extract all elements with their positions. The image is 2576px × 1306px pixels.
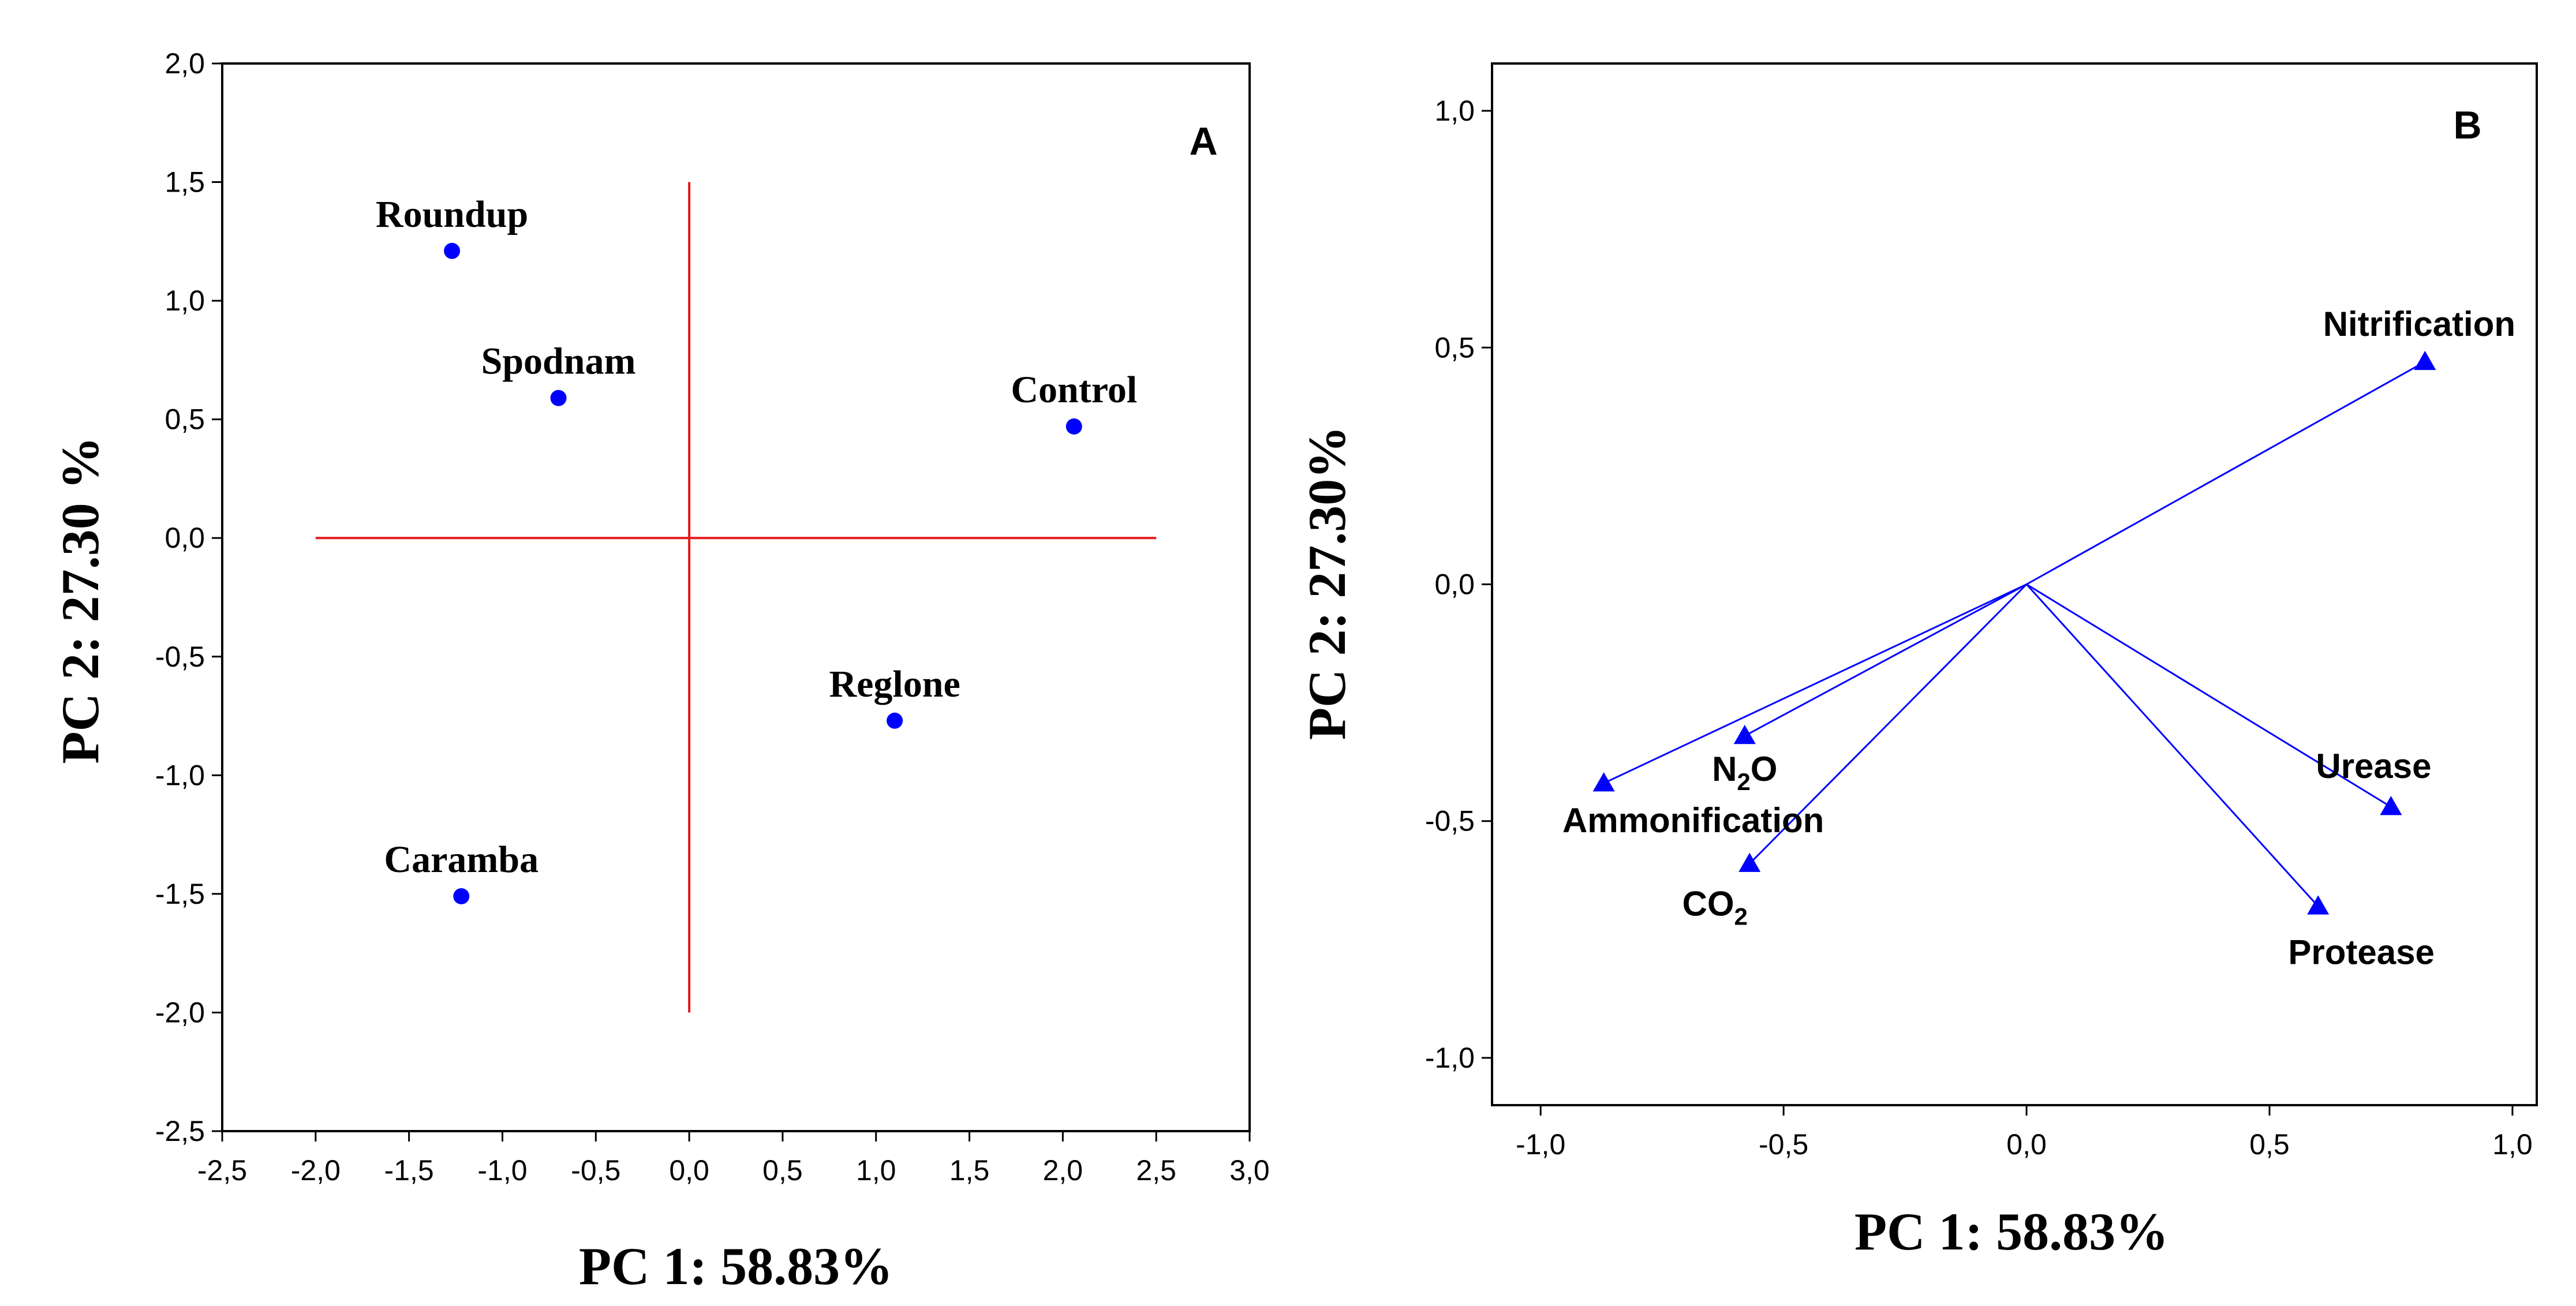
panel-a-y-tick-label: -0,5 (155, 641, 205, 673)
panel-a-y-tick-label: 0,5 (164, 403, 205, 436)
panel-b-letter: B (2453, 103, 2481, 147)
panel-a-point-label-roundup: Roundup (376, 193, 528, 235)
panel-b-x-tick-label: -1,0 (1516, 1128, 1565, 1161)
panel-a-point-label-caramba: Caramba (384, 839, 539, 881)
panel-a-point-caramba (453, 888, 470, 904)
panel-b-y-tick-label: 0,5 (1434, 331, 1475, 364)
panel-a-x-tick-label: 2,0 (1043, 1154, 1083, 1187)
panel-b-x-tick-label: 0,0 (2006, 1128, 2047, 1161)
panel-b-y-tick-label: 0,0 (1434, 568, 1475, 601)
panel-b-vector-protease (2025, 583, 2319, 907)
panel-a-biplot: -2,5 -2,0 -1,5 -1,0 -0,5 0,0 0,5 1,0 1,5 2,0 2,5 3,… (51, 47, 1270, 1296)
panel-a-y-tick-label: 0,0 (164, 522, 205, 554)
panel-a-x-tick-label: 0,0 (669, 1154, 709, 1187)
panel-b-point-label-protease: Protease (2288, 933, 2434, 971)
panel-b-y-tick-label: 1,0 (1434, 95, 1475, 127)
panel-b-y-tick-label: -1,0 (1425, 1042, 1475, 1074)
panel-b-vectors (1603, 361, 2426, 907)
panel-b-point-label-nitrification: Nitrification (2323, 305, 2515, 343)
panel-a-point-spodnam (550, 390, 567, 406)
panel-b-point-label-ammonification: Ammonification (1562, 801, 1824, 840)
panel-a-plot-frame (221, 62, 1251, 1132)
panel-b-ticks (1482, 110, 2514, 1116)
panel-a-points (444, 242, 1082, 904)
panel-a-x-tick-label: -1,5 (384, 1154, 434, 1187)
panel-a-point-control (1065, 418, 1082, 435)
panel-b-vector-nitrification (2026, 361, 2426, 585)
panel-b-vector-n2o (1744, 583, 2027, 737)
panel-a-x-tick-label: -2,0 (291, 1154, 341, 1187)
panel-a-y-axis-title: PC 2: 27.30 % (51, 436, 110, 764)
panel-b-x-tick-label: 1,0 (2492, 1128, 2533, 1161)
panel-b-x-axis-title: PC 1: 58.83% (1855, 1202, 2169, 1261)
panel-b-x-tick-label: 0,5 (2249, 1128, 2290, 1161)
panel-b-loadings: -1,0 -0,5 0,0 0,5 1,0 1,0 0,5 0,0 -0,5 -1,0 Nitri… (1298, 62, 2538, 1261)
panel-b-point-label-urease: Urease (2316, 747, 2431, 785)
panel-b-y-axis-title: PC 2: 27.30% (1298, 426, 1356, 740)
panel-a-x-tick-label: 3,0 (1229, 1154, 1270, 1187)
panel-a-x-tick-label: -2,5 (197, 1154, 247, 1187)
panel-b-y-tick-label: -0,5 (1425, 805, 1475, 837)
panel-a-y-tick-label: -1,0 (155, 759, 205, 791)
panel-a-y-tick-label: -2,5 (155, 1115, 205, 1147)
panel-a-y-tick-label: -1,5 (155, 878, 205, 910)
panel-b-point-ammonification (1592, 772, 1615, 792)
panel-a-y-tick-label: 1,5 (164, 166, 205, 199)
panel-b-point-label-co2: CO2 (1683, 885, 1748, 930)
panel-a-point-labels: Roundup Spodnam Control Reglone Caramba (376, 193, 1137, 881)
panel-a-y-tick-label: 2,0 (164, 47, 205, 80)
panel-a-reference-lines (315, 182, 1157, 1013)
panel-b-vector-ammonification (1603, 583, 2027, 784)
panel-b-points (1592, 350, 2436, 915)
panel-a-y-tick-label: 1,0 (164, 285, 205, 317)
panel-a-x-tick-label: 1,5 (949, 1154, 990, 1187)
panel-a-x-tick-label: 1,0 (856, 1154, 896, 1187)
panel-b-point-co2 (1738, 852, 1761, 872)
panel-a-y-tick-label: -2,0 (155, 996, 205, 1028)
panel-a-point-label-control: Control (1011, 369, 1137, 411)
panel-b-point-label-n2o: N2O (1712, 750, 1777, 795)
panel-b-point-labels: Nitrification Urease Protease N2O Ammonifica… (1562, 305, 2515, 972)
panel-b-vector-co2 (1749, 583, 2028, 865)
panel-b-vector-urease (2026, 583, 2392, 808)
panel-b-point-n2o (1733, 725, 1756, 744)
panel-a-tick-labels: -2,5 -2,0 -1,5 -1,0 -0,5 0,0 0,5 1,0 1,5 2,0 2,5 3,… (155, 47, 1270, 1187)
panel-a-point-roundup (444, 242, 461, 259)
panel-a-point-label-reglone: Reglone (829, 663, 960, 705)
panel-a-x-tick-label: 2,5 (1136, 1154, 1176, 1187)
panel-b-point-nitrification (2414, 350, 2436, 371)
panel-a-x-tick-label: -0,5 (571, 1154, 620, 1187)
panel-a-x-tick-label: 0,5 (762, 1154, 803, 1187)
panel-b-point-urease (2380, 796, 2402, 815)
panel-b-tick-labels: -1,0 -0,5 0,0 0,5 1,0 1,0 0,5 0,0 -0,5 -1,0 (1425, 95, 2533, 1161)
panel-a-x-axis-title: PC 1: 58.83% (579, 1237, 893, 1296)
panel-a-point-label-spodnam: Spodnam (481, 340, 636, 383)
panel-a-point-reglone (887, 712, 903, 729)
panel-a-x-tick-label: -1,0 (477, 1154, 527, 1187)
panel-b-x-tick-label: -0,5 (1759, 1128, 1808, 1161)
panel-b-point-protease (2307, 895, 2330, 915)
panel-a-ticks (212, 62, 1251, 1142)
panel-a-letter: A (1189, 119, 1217, 163)
